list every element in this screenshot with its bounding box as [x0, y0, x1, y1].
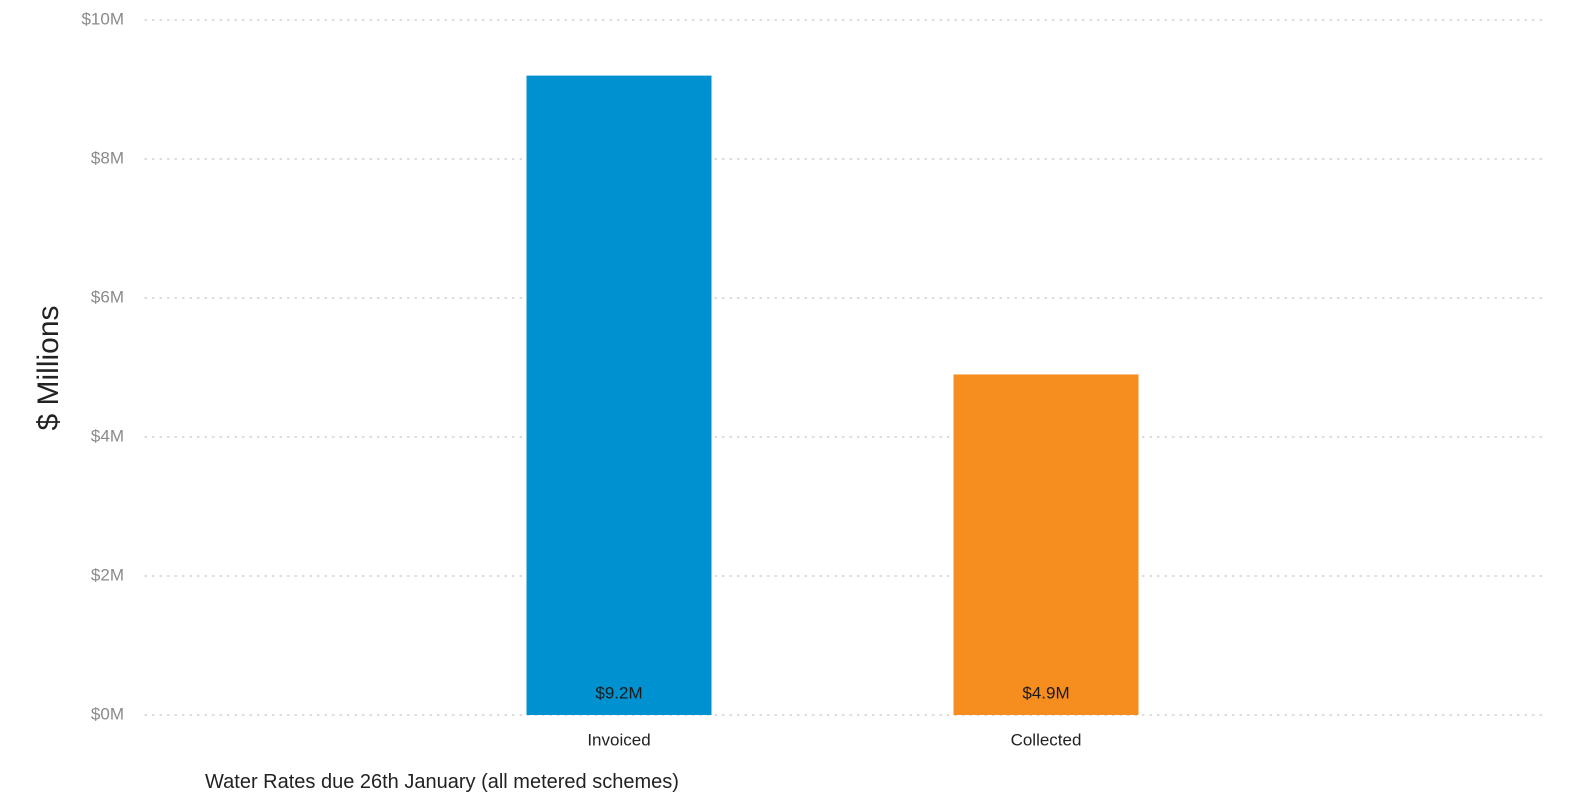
y-tick-label: $10M	[81, 9, 124, 28]
data-label-invoiced: $9.2M	[595, 683, 642, 702]
x-axis-title: Water Rates due 26th January (all metere…	[205, 771, 679, 793]
y-tick-label: $8M	[91, 148, 124, 167]
y-tick-label: $4M	[91, 426, 124, 445]
bars	[526, 75, 1139, 716]
bar-collected[interactable]	[953, 374, 1139, 715]
data-labels: $9.2M $4.9M	[595, 683, 1069, 702]
data-label-collected: $4.9M	[1022, 683, 1069, 702]
y-tick-label: $6M	[91, 287, 124, 306]
x-axis-categories: Invoiced Collected	[587, 730, 1081, 749]
x-category-label: Invoiced	[587, 730, 650, 749]
y-tick-label: $2M	[91, 565, 124, 584]
gridlines	[144, 19, 1546, 716]
y-axis-title: $ Millions	[32, 305, 65, 430]
y-tick-label: $0M	[91, 704, 124, 723]
y-axis-ticks: $0M $2M $4M $6M $8M $10M	[81, 9, 124, 723]
x-category-label: Collected	[1011, 730, 1082, 749]
bar-invoiced[interactable]	[526, 75, 712, 716]
